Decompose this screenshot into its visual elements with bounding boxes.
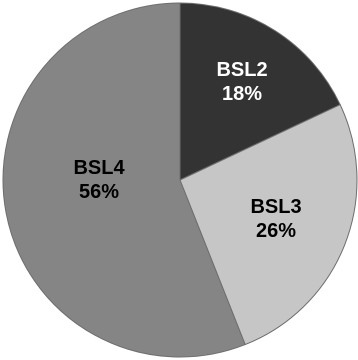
slice-category-label: BSL3 bbox=[250, 196, 301, 218]
pie-slice-bsl4 bbox=[2, 2, 246, 358]
slice-label-bsl4: BSL4 56% bbox=[73, 157, 125, 203]
pie-slice-bsl3 bbox=[179, 103, 358, 346]
slice-value-label: 18% bbox=[222, 83, 262, 105]
slice-value-label: 56% bbox=[79, 181, 119, 203]
slice-category-label: BSL2 bbox=[216, 59, 267, 81]
slice-label-bsl2: BSL2 18% bbox=[216, 59, 267, 105]
pie-labels: BSL2 18% BSL3 26% BSL4 56% bbox=[73, 59, 301, 242]
pie-slice-bsl2 bbox=[179, 2, 341, 181]
slice-label-bsl3: BSL3 26% bbox=[250, 196, 301, 242]
slice-category-label: BSL4 bbox=[73, 157, 125, 179]
slice-value-label: 26% bbox=[256, 220, 296, 242]
